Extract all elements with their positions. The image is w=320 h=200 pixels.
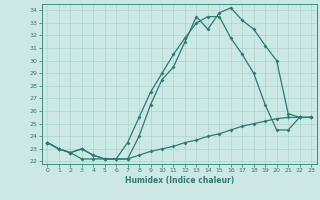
- X-axis label: Humidex (Indice chaleur): Humidex (Indice chaleur): [124, 176, 234, 185]
